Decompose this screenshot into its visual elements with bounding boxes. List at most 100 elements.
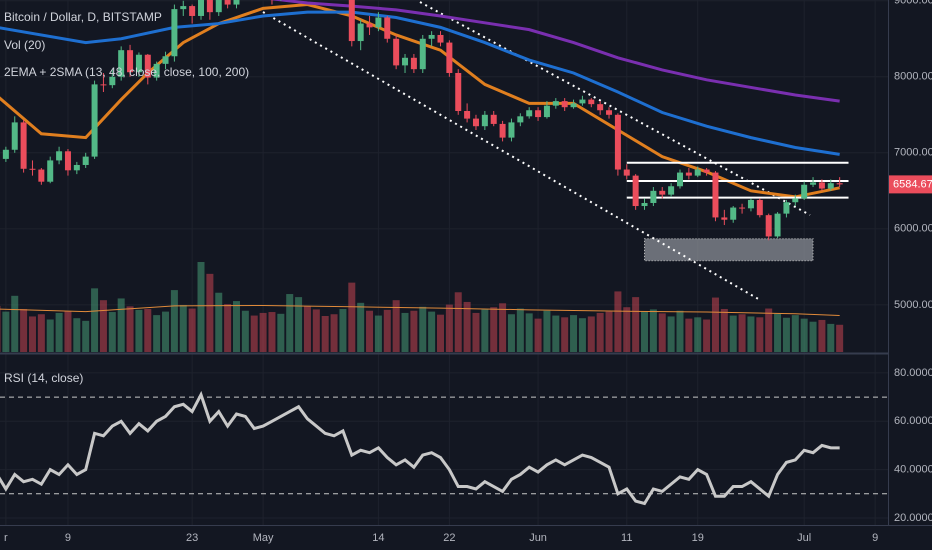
volume-bar [392,300,400,352]
candle-body [792,198,799,203]
chart-title: Bitcoin / Dollar, D, BITSTAMP [4,10,162,24]
zone-box [644,238,814,262]
candle-body [144,54,151,78]
candle-body [614,114,621,170]
candle-body [801,184,808,199]
candle-body [818,182,825,189]
volume-bar [499,303,507,352]
candle-body [623,169,630,176]
volume-bar [605,311,613,352]
volume-bar [428,311,436,352]
candle-body [606,110,613,115]
volume-bar [791,315,799,352]
volume-bar [374,315,382,352]
volume-bar [153,315,161,352]
candle-body [703,169,710,173]
volume-bar [144,308,152,352]
candle-body [206,0,213,13]
volume-bar [330,314,338,352]
candle-body [56,151,63,161]
y-tick-label: 8000.00 [894,71,932,83]
candle-body [64,151,71,171]
candle-body [428,34,435,39]
candle-body [419,38,426,70]
volume-bar [658,313,666,352]
candle-body [597,104,604,111]
volume-bar [232,301,240,352]
candle-body [410,57,417,70]
volume-bar [543,310,551,352]
y-tick-label: 5000.00 [894,299,932,311]
volume-bar [268,312,276,352]
candle-body [375,17,382,28]
volume-bar [623,307,631,352]
volume-bar [437,314,444,352]
volume-bar [188,308,196,352]
candle-body [91,84,98,157]
volume-bar [197,262,205,352]
candle-body [189,6,196,16]
candle-body [357,23,364,42]
volume-bar [241,310,249,352]
volume-bar [454,292,462,352]
volume-bar [747,316,755,352]
volume-bar [277,313,285,352]
volume-bar [836,324,844,352]
volume-bar [117,298,125,352]
volume-bar [463,301,471,352]
candle-body [827,183,834,189]
x-tick-label: r [4,532,8,544]
volume-bar [534,318,542,352]
volume-bar [587,316,595,352]
volume-bar [401,312,409,352]
candle-body [508,122,515,138]
volume-bar [11,295,19,352]
volume-bar [55,312,63,352]
candle-body [552,101,559,106]
x-tick-label: 9 [872,532,878,544]
candle-body [561,101,568,108]
volume-bar [765,308,773,352]
candle-body [384,17,391,39]
candle-body [82,156,89,165]
candle-body [543,105,550,118]
candle-body [180,6,187,10]
candle-body [676,172,683,187]
candle-body [127,50,134,73]
volume-bar [756,317,764,352]
volume-bar [108,312,116,352]
volume-bar [525,313,533,352]
candle-body [224,0,231,5]
volume-bar [738,314,746,352]
volume-bar [729,315,737,352]
volume-bar [614,291,622,352]
candle-body [198,0,205,16]
volume-bar [206,273,214,352]
candle-body [162,56,169,64]
ma-line [269,0,840,103]
volume-bar [0,305,1,352]
candle-body [47,160,54,182]
grid [0,0,888,525]
candle-body [570,103,577,108]
volume-bar [357,302,365,352]
volume-bar [703,319,711,352]
candle-body [730,207,737,220]
y-tick-label: 7000.00 [894,147,932,159]
volume-bar [649,309,657,352]
volume-bar [2,311,10,352]
volume-bar [339,308,347,352]
candle-body [366,23,373,28]
volume-bar [224,304,232,352]
x-tick-label: 9 [65,532,71,544]
rsi-line [0,390,840,506]
volume-bar [303,306,311,352]
trend-line [419,1,811,216]
volume-bar [46,319,54,352]
x-tick-label: 11 [621,532,632,544]
candle-body [109,76,116,86]
volume-bar [685,318,693,352]
rsi-tick-label: 60.0000 [894,415,932,427]
candle-body [437,34,444,43]
